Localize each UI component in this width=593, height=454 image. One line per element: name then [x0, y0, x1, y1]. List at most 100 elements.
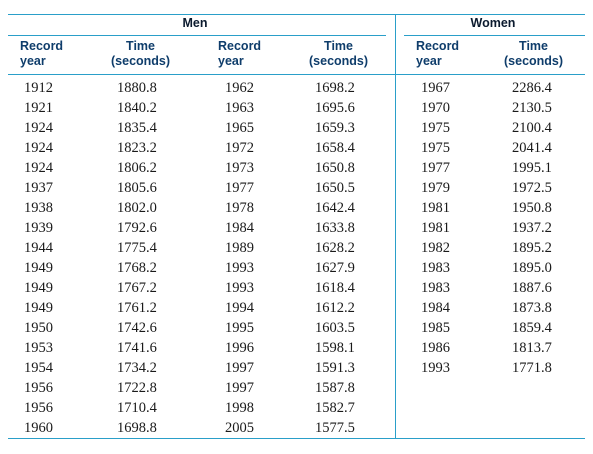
men2-record-year-cell: 2005	[225, 420, 254, 436]
men1-record-year-cell: 1944	[24, 240, 53, 256]
men2-record-year-cell: 1995	[225, 320, 254, 336]
header-men2-record-year: Record year	[218, 39, 262, 68]
women-record-year-cell: 1982	[421, 240, 450, 256]
men2-time-cell: 1577.5	[315, 420, 355, 436]
men2-record-year-cell: 1996	[225, 340, 254, 356]
women-record-year-cell: 1993	[421, 360, 450, 376]
men2-record-year-cell: 1965	[225, 120, 254, 136]
men2-record-year-cell: 1977	[225, 180, 254, 196]
men1-time-cell: 1722.8	[117, 380, 157, 396]
men2-time-cell: 1650.8	[315, 160, 355, 176]
men1-time-cell: 1767.2	[117, 280, 157, 296]
men1-time-cell: 1880.8	[117, 80, 157, 96]
men-women-divider	[395, 14, 396, 439]
men1-time-cell: 1761.2	[117, 300, 157, 316]
women-time-cell: 1950.8	[512, 200, 552, 216]
women-record-year-cell: 1970	[421, 100, 450, 116]
women-record-year-cell: 1981	[421, 220, 450, 236]
men1-time-cell: 1768.2	[117, 260, 157, 276]
women-time-cell: 2130.5	[512, 100, 552, 116]
women-time-cell: 1995.1	[512, 160, 552, 176]
men1-record-year-cell: 1950	[24, 320, 53, 336]
men1-time-cell: 1741.6	[117, 340, 157, 356]
men2-time-cell: 1698.2	[315, 80, 355, 96]
men2-record-year-cell: 1997	[225, 360, 254, 376]
women-time-cell: 2100.4	[512, 120, 552, 136]
men2-record-year-cell: 1993	[225, 260, 254, 276]
men1-record-year-cell: 1956	[24, 400, 53, 416]
women-time-cell: 2286.4	[512, 80, 552, 96]
women-record-year-cell: 1975	[421, 140, 450, 156]
women-record-year-cell: 1986	[421, 340, 450, 356]
women-record-year-cell: 1977	[421, 160, 450, 176]
men2-time-cell: 1695.6	[315, 100, 355, 116]
header-bottom-rule	[8, 74, 585, 75]
men1-time-cell: 1802.0	[117, 200, 157, 216]
men1-record-year-cell: 1937	[24, 180, 53, 196]
women-group-rule	[404, 35, 585, 36]
men2-record-year-cell: 1994	[225, 300, 254, 316]
men2-time-cell: 1618.4	[315, 280, 355, 296]
men1-time-cell: 1823.2	[117, 140, 157, 156]
men1-time-cell: 1792.6	[117, 220, 157, 236]
men1-record-year-cell: 1912	[24, 80, 53, 96]
men2-time-cell: 1582.7	[315, 400, 355, 416]
top-rule	[8, 14, 585, 15]
men-group-header: Men	[182, 16, 208, 30]
men1-record-year-cell: 1953	[24, 340, 53, 356]
women-group-header: Women	[470, 16, 516, 30]
header-women-time: Time (seconds)	[504, 39, 564, 68]
women-time-cell: 2041.4	[512, 140, 552, 156]
men1-time-cell: 1840.2	[117, 100, 157, 116]
women-time-cell: 1813.7	[512, 340, 552, 356]
men1-record-year-cell: 1960	[24, 420, 53, 436]
men1-time-cell: 1805.6	[117, 180, 157, 196]
men2-time-cell: 1659.3	[315, 120, 355, 136]
women-time-cell: 1859.4	[512, 320, 552, 336]
women-time-cell: 1972.5	[512, 180, 552, 196]
men1-time-cell: 1734.2	[117, 360, 157, 376]
women-record-year-cell: 1983	[421, 260, 450, 276]
men2-record-year-cell: 1984	[225, 220, 254, 236]
men1-record-year-cell: 1949	[24, 280, 53, 296]
men1-record-year-cell: 1956	[24, 380, 53, 396]
women-record-year-cell: 1981	[421, 200, 450, 216]
women-record-year-cell: 1975	[421, 120, 450, 136]
men1-record-year-cell: 1949	[24, 300, 53, 316]
men1-record-year-cell: 1924	[24, 120, 53, 136]
men2-time-cell: 1642.4	[315, 200, 355, 216]
men2-time-cell: 1628.2	[315, 240, 355, 256]
men2-time-cell: 1650.5	[315, 180, 355, 196]
header-women-record-year: Record year	[416, 39, 460, 68]
men-group-rule	[8, 35, 386, 36]
women-time-cell: 1895.0	[512, 260, 552, 276]
women-record-year-cell: 1985	[421, 320, 450, 336]
men2-record-year-cell: 1989	[225, 240, 254, 256]
men1-time-cell: 1775.4	[117, 240, 157, 256]
women-record-year-cell: 1983	[421, 280, 450, 296]
men2-record-year-cell: 1962	[225, 80, 254, 96]
men2-time-cell: 1603.5	[315, 320, 355, 336]
men1-time-cell: 1698.8	[117, 420, 157, 436]
men2-time-cell: 1598.1	[315, 340, 355, 356]
women-time-cell: 1937.2	[512, 220, 552, 236]
men1-record-year-cell: 1924	[24, 140, 53, 156]
women-record-year-cell: 1984	[421, 300, 450, 316]
header-men1-record-year: Record year	[20, 39, 64, 68]
women-record-year-cell: 1979	[421, 180, 450, 196]
men2-record-year-cell: 1978	[225, 200, 254, 216]
men2-time-cell: 1612.2	[315, 300, 355, 316]
men2-time-cell: 1627.9	[315, 260, 355, 276]
men2-record-year-cell: 1972	[225, 140, 254, 156]
men2-record-year-cell: 1993	[225, 280, 254, 296]
men1-record-year-cell: 1921	[24, 100, 53, 116]
men2-record-year-cell: 1963	[225, 100, 254, 116]
men1-record-year-cell: 1939	[24, 220, 53, 236]
men2-record-year-cell: 1998	[225, 400, 254, 416]
men1-record-year-cell: 1949	[24, 260, 53, 276]
men2-time-cell: 1591.3	[315, 360, 355, 376]
women-time-cell: 1895.2	[512, 240, 552, 256]
women-time-cell: 1873.8	[512, 300, 552, 316]
men2-record-year-cell: 1997	[225, 380, 254, 396]
men2-time-cell: 1633.8	[315, 220, 355, 236]
